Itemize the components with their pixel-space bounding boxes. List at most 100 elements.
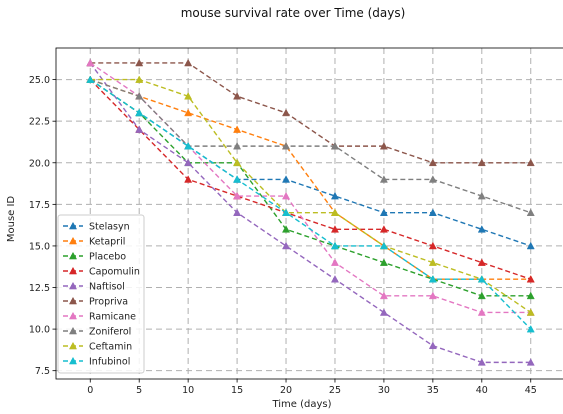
data-point [379,308,388,316]
data-point [428,275,437,283]
data-point [233,92,242,100]
x-tick-label: 20 [280,385,292,396]
data-point [184,108,193,117]
data-point [379,208,388,216]
data-point [379,175,388,183]
data-point [526,208,535,216]
data-point [330,275,339,283]
data-point [233,142,242,150]
legend: Stelasyn Ketapril Placebo Capomulin Naftisol… [57,214,145,374]
data-point [282,208,291,216]
legend-label: Placebo [89,252,126,263]
data-point [282,241,291,250]
data-point [428,258,437,266]
data-point [86,58,95,67]
series-line [90,62,531,164]
y-tick-label: 15.0 [29,241,50,252]
data-point [379,142,388,150]
legend-label: Propriva [89,297,128,308]
legend-label: Ramicane [89,312,136,323]
data-point [526,241,535,250]
data-point [477,308,486,316]
legend-marker [68,296,78,305]
legend-marker [68,221,78,230]
legend-marker [68,356,78,365]
data-point [379,291,388,300]
data-point [233,175,242,183]
legend-item: Propriva [63,297,128,308]
data-point [330,225,339,233]
data-point [282,142,291,150]
data-point [184,175,193,183]
y-tick-label: 10.0 [29,325,50,336]
legend-label: Ketapril [89,237,125,248]
legend-label: Stelasyn [89,222,130,233]
data-point [428,175,437,183]
data-point [184,58,193,67]
y-axis-label: Mouse ID [6,196,17,243]
data-point [233,125,242,133]
legend-item: Stelasyn [63,222,130,233]
y-tick-label: 12.5 [29,283,50,294]
x-axis-label: Time (days) [271,399,331,410]
legend-marker [68,326,78,335]
legend-item: Zoniferol [63,327,131,338]
data-point [477,225,486,233]
data-point [526,291,535,300]
data-point [477,258,486,266]
chart-title: mouse survival rate over Time (days) [181,6,406,20]
y-tick-label: 17.5 [29,200,50,211]
legend-item: Naftisol [63,282,125,293]
data-point [526,275,535,283]
legend-item: Infubinol [63,357,130,368]
data-point [330,191,339,200]
data-point [526,358,535,366]
x-tick-label: 30 [378,385,390,396]
legend-item: Placebo [63,252,126,263]
data-point [86,75,95,83]
legend-box [57,214,145,374]
legend-label: Zoniferol [89,327,131,338]
data-point [135,92,144,100]
data-point [477,291,486,300]
data-point [135,108,144,117]
legend-marker [68,311,78,320]
data-point [428,341,437,350]
x-tick-label: 15 [231,385,243,396]
plot-border [55,47,563,380]
legend-marker [68,251,78,260]
data-point [477,158,486,167]
data-point [379,258,388,266]
legend-label: Infubinol [89,357,130,368]
data-point [379,225,388,233]
legend-item: Ceftamin [63,342,132,353]
legend-marker [68,266,78,275]
data-point [233,208,242,216]
x-tick-label: 45 [525,385,537,396]
y-tick-label: 25.0 [29,75,50,86]
data-point [330,142,339,150]
data-point [379,241,388,250]
data-point [184,142,193,150]
data-point [330,241,339,250]
y-tick-label: 20.0 [29,158,50,169]
data-point [282,191,291,200]
series-propriva [86,58,535,167]
legend-item: Capomulin [63,267,140,278]
data-point [233,158,242,167]
legend-item: Ramicane [63,312,136,323]
series-line [89,79,531,280]
series-infubinol [86,75,535,333]
data-point [233,191,242,200]
data-point [282,175,291,183]
series-line [89,62,531,364]
data-point [282,108,291,117]
data-point [282,225,291,233]
data-point [135,58,144,67]
legend-marker [68,341,78,350]
x-tick-label: 0 [87,385,93,396]
x-tick-label: 25 [329,385,341,396]
legend-label: Ceftamin [89,342,132,353]
